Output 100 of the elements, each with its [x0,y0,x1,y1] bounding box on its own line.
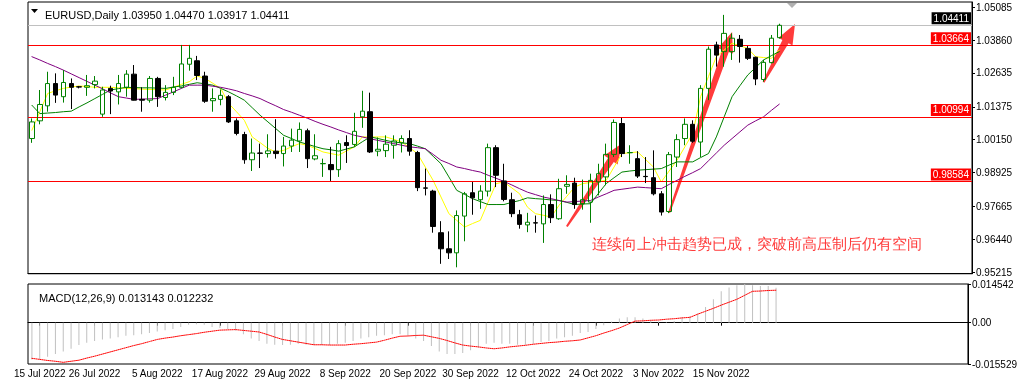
candlestick [328,146,334,182]
y-tick-label: 0.98925 [976,166,1013,178]
y-tick-label: 0.014542 [971,278,1015,290]
candlestick [493,144,499,188]
candlestick [651,149,656,196]
candlestick [297,121,302,153]
y-tick-label: 0.00 [971,317,992,329]
candlestick [100,86,105,118]
candlestick [37,89,43,125]
candlestick [407,129,412,157]
candlestick [627,144,633,165]
candlestick [706,46,711,101]
candlestick [643,156,648,184]
candlestick [729,32,735,61]
candlestick [777,23,782,40]
candlestick [485,143,491,197]
candlestick [501,163,507,202]
x-tick-label: 17 Aug 2022 [191,367,249,379]
candlestick [721,14,727,68]
x-tick-label: 15 Jul 2022 [13,367,67,379]
y-tick-label: 1.02635 [976,67,1013,79]
ref-line-label: 1.03664 [932,32,970,44]
candlestick [139,86,145,113]
candlestick [360,90,365,129]
candlestick [635,150,640,179]
candlestick [698,84,703,158]
line-series [31,289,777,363]
candlestick [753,56,758,86]
y-tick-label: -0.015529 [971,358,1018,370]
y-tick-label: 1.03860 [976,34,1013,46]
candlestick [344,134,349,164]
candlestick [84,74,90,97]
annotation: 连续向上冲击趋势已成，突破前高压制后仍有空间 [592,235,922,252]
ref-line-label: 1.04411 [933,12,970,24]
candlestick [194,55,200,81]
candlestick [352,112,357,148]
candlestick [61,69,66,104]
candlestick [572,177,577,210]
candlestick [242,131,247,165]
candlestick [682,117,688,146]
text: MACD(12,26,9) 0.013143 0.012232 [39,291,214,304]
text: EURUSD,Daily 1.03950 1.04470 1.03917 1.04411 [45,8,290,21]
candlestick [187,44,192,72]
x-tick-label: 24 Oct 2022 [568,367,624,379]
candlestick [265,133,271,159]
candlestick [202,71,208,104]
candlestick [147,75,153,104]
candlestick [273,118,279,160]
candlestick [108,85,113,115]
y-tick-label: 1.05085 [976,1,1013,13]
candlestick [218,88,223,106]
x-tick-label: 26 Jul 2022 [68,367,121,379]
candlestick [53,72,58,104]
x-tick-label: 12 Oct 2022 [505,367,561,379]
candlestick [155,76,161,108]
candlestick [454,209,459,268]
candlestick [674,133,680,168]
candlestick [92,75,98,89]
candlestick [415,150,420,192]
candlestick [234,117,239,136]
x-tick-label: 8 Sep 2022 [319,367,372,379]
candlestick [163,84,168,101]
candlestick [399,134,404,153]
candlestick [619,117,625,158]
candlestick [690,119,695,144]
candlestick [659,190,664,217]
y-tick-label: 0.97665 [976,200,1013,212]
candlestick [517,209,522,230]
candlestick [438,220,444,265]
x-tick-label: 30 Sep 2022 [442,367,500,379]
candlestick [470,181,475,216]
y-tick-label: 1.00150 [976,134,1013,146]
candlestick [596,163,601,196]
candlestick [226,94,231,124]
candlestick [737,34,743,64]
y-tick-label: 1.01375 [976,101,1013,113]
candlestick [124,69,129,98]
candlestick [336,139,341,178]
candlestick [611,119,617,158]
candlestick [367,92,373,154]
candlestick [446,230,452,260]
candlestick [257,143,263,169]
x-tick-label: 3 Nov 2022 [632,367,685,379]
candlestick [714,41,719,68]
candlestick [312,133,318,161]
candlestick [69,77,74,110]
candlestick [603,143,609,186]
candlestick [430,189,436,234]
x-tick-label: 29 Aug 2022 [254,367,312,379]
candlestick [509,192,515,218]
candlestick [745,45,751,61]
y-tick-label: 0.96440 [976,233,1013,245]
candlestick [305,128,310,169]
x-tick-label: 5 Aug 2022 [131,367,183,379]
candlestick [391,134,397,160]
candlestick [525,212,530,233]
candlestick [76,85,82,89]
candlestick [210,87,216,113]
line-series [31,42,780,228]
candlestick [29,117,35,144]
